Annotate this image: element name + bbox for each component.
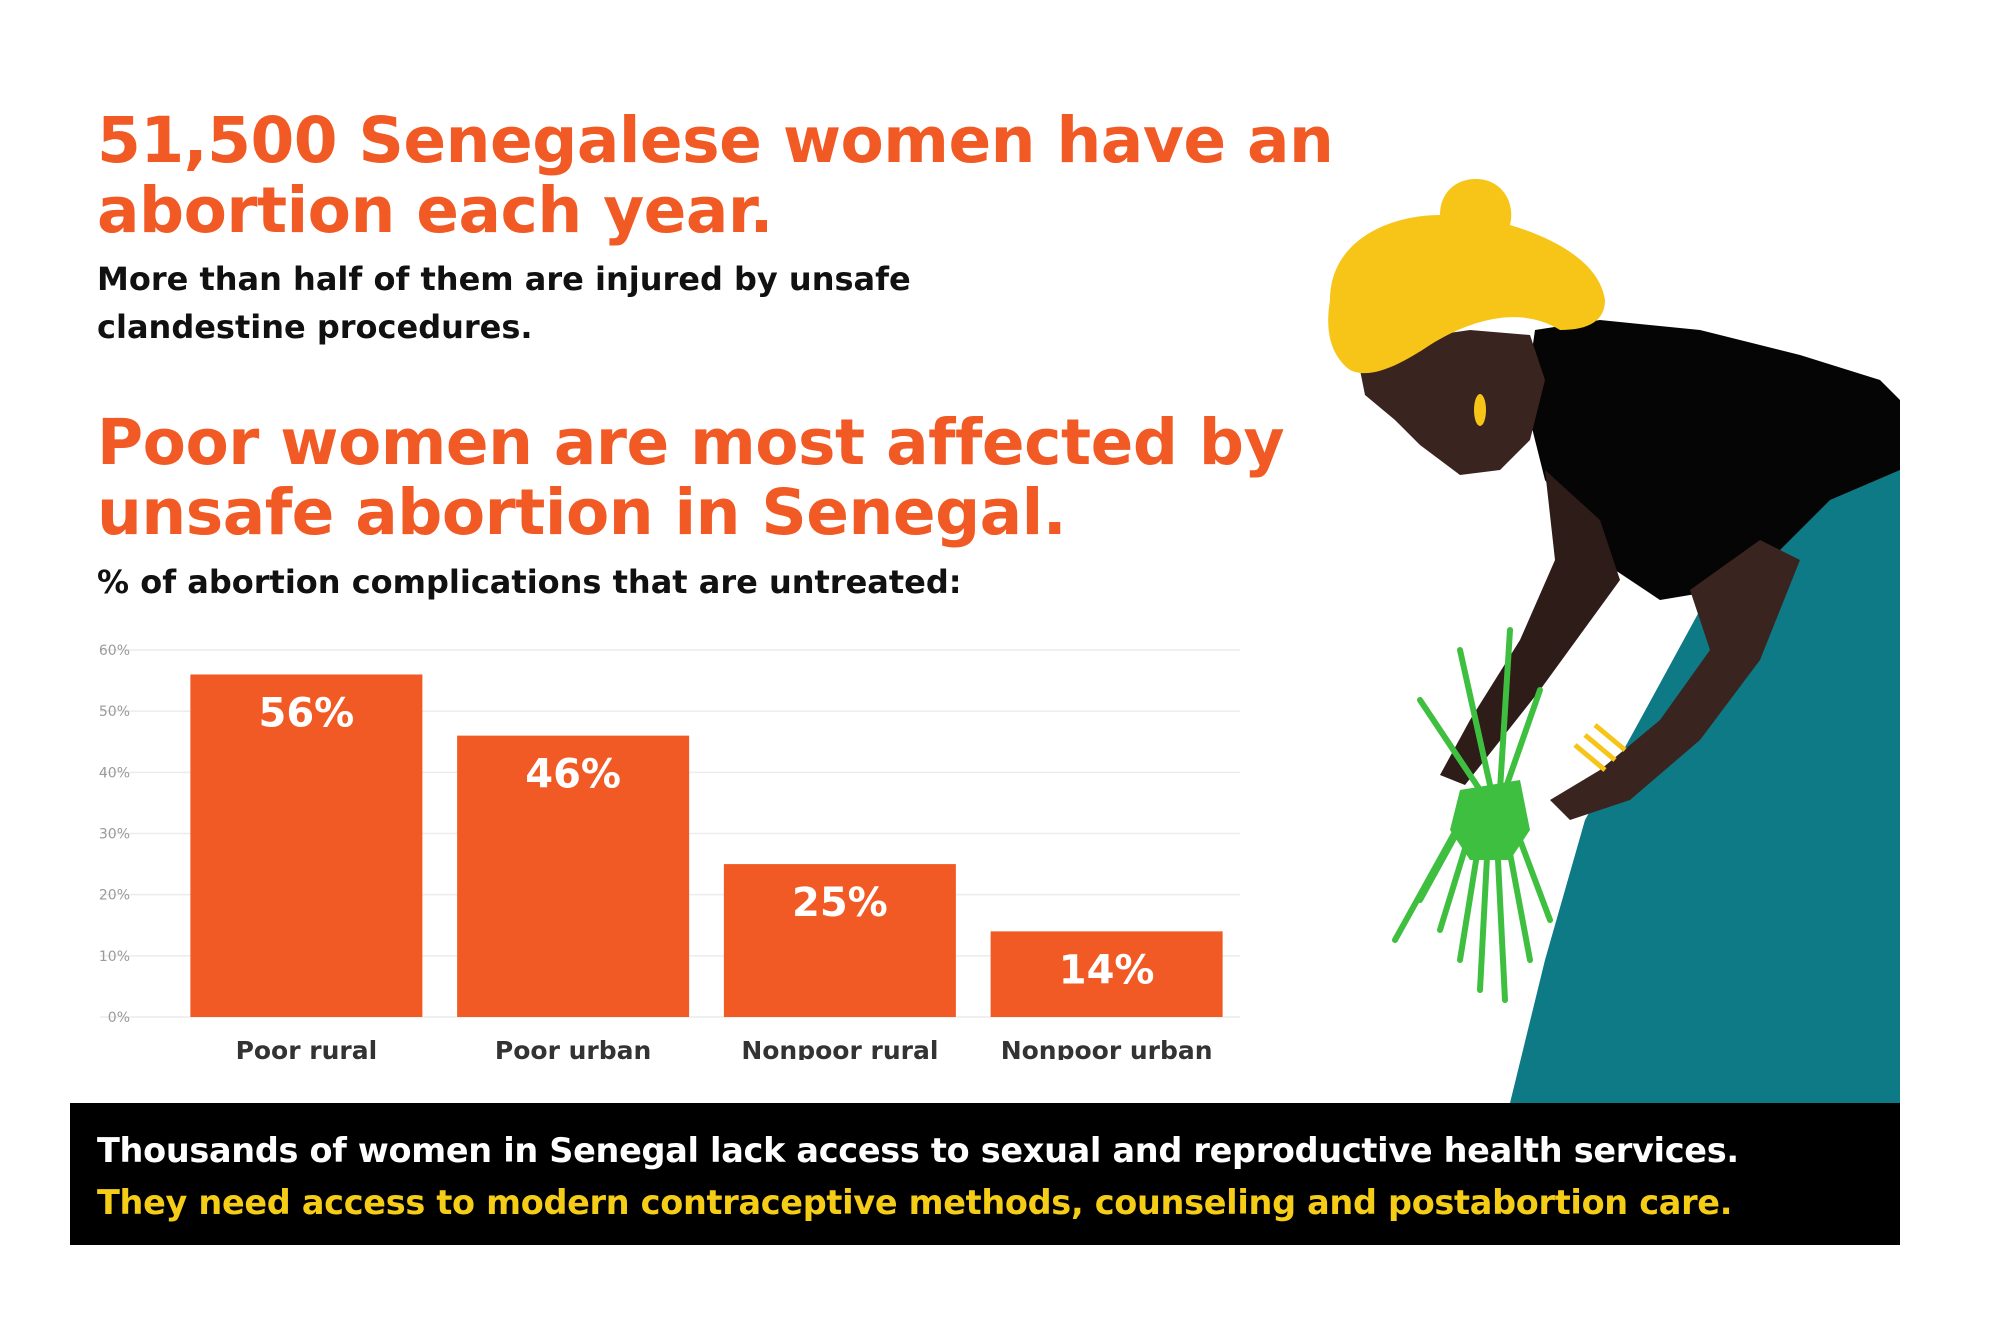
arm-front bbox=[1550, 540, 1800, 820]
bar bbox=[990, 931, 1223, 1017]
y-tick-label: 20% bbox=[99, 888, 130, 904]
dress-shape bbox=[1510, 400, 1900, 1103]
banner-line-access: Thousands of women in Senegal lack acces… bbox=[97, 1131, 1739, 1170]
subtext-unsafe-procedures: More than half of them are injured by un… bbox=[97, 260, 911, 346]
x-tick-label: Nonpoor rural bbox=[741, 1036, 938, 1060]
bar-value-label: 56% bbox=[259, 690, 355, 736]
chart-description: % of abortion complications that are unt… bbox=[97, 563, 962, 601]
bar bbox=[457, 735, 690, 1017]
y-tick-label: 60% bbox=[99, 643, 130, 659]
headwrap-shape bbox=[1328, 179, 1605, 374]
headline-abortion-count: 51,500 Senegalese women have an abortion… bbox=[97, 104, 1334, 247]
woman-planting-illustration bbox=[1328, 179, 1900, 1103]
x-tick-label: Poor urban bbox=[495, 1036, 651, 1060]
chart-bars: 56% 46% 25% 14% bbox=[190, 674, 1223, 1017]
x-tick-label: Nonpoor urban bbox=[1001, 1036, 1213, 1060]
earring-icon bbox=[1474, 394, 1486, 426]
y-tick-label: 40% bbox=[99, 765, 130, 781]
head-shape bbox=[1360, 330, 1545, 475]
y-tick-label: 30% bbox=[99, 827, 130, 843]
banner-line-needs: They need access to modern contraceptive… bbox=[97, 1183, 1733, 1222]
bracelet-icon bbox=[1573, 723, 1627, 772]
y-tick-label: 50% bbox=[99, 704, 130, 720]
bar-value-label: 14% bbox=[1059, 947, 1155, 993]
chart-y-axis: 0% 10% 20% 30% 40% 50% 60% bbox=[99, 643, 130, 1026]
bar bbox=[190, 674, 423, 1017]
bar-value-label: 25% bbox=[792, 880, 888, 926]
arm-back bbox=[1440, 470, 1620, 785]
bar-value-label: 46% bbox=[525, 752, 621, 798]
bar bbox=[723, 864, 956, 1017]
y-tick-label: 0% bbox=[108, 1010, 130, 1026]
plant-leaves bbox=[1450, 780, 1530, 860]
headline-poor-women: Poor women are most affected by unsafe a… bbox=[97, 406, 1285, 549]
blouse-shape bbox=[1525, 320, 1900, 600]
chart-x-axis: Poor rural Poor urban Nonpoor rural Nonpoor… bbox=[236, 1036, 1213, 1060]
x-tick-label: Poor rural bbox=[236, 1036, 378, 1060]
y-tick-label: 10% bbox=[99, 949, 130, 965]
call-to-action-banner: Thousands of women in Senegal lack acces… bbox=[70, 1103, 1900, 1245]
bar-chart: 0% 10% 20% 30% 40% 50% 60% 56% 46% 25% 14% Poor r… bbox=[99, 643, 1240, 1060]
